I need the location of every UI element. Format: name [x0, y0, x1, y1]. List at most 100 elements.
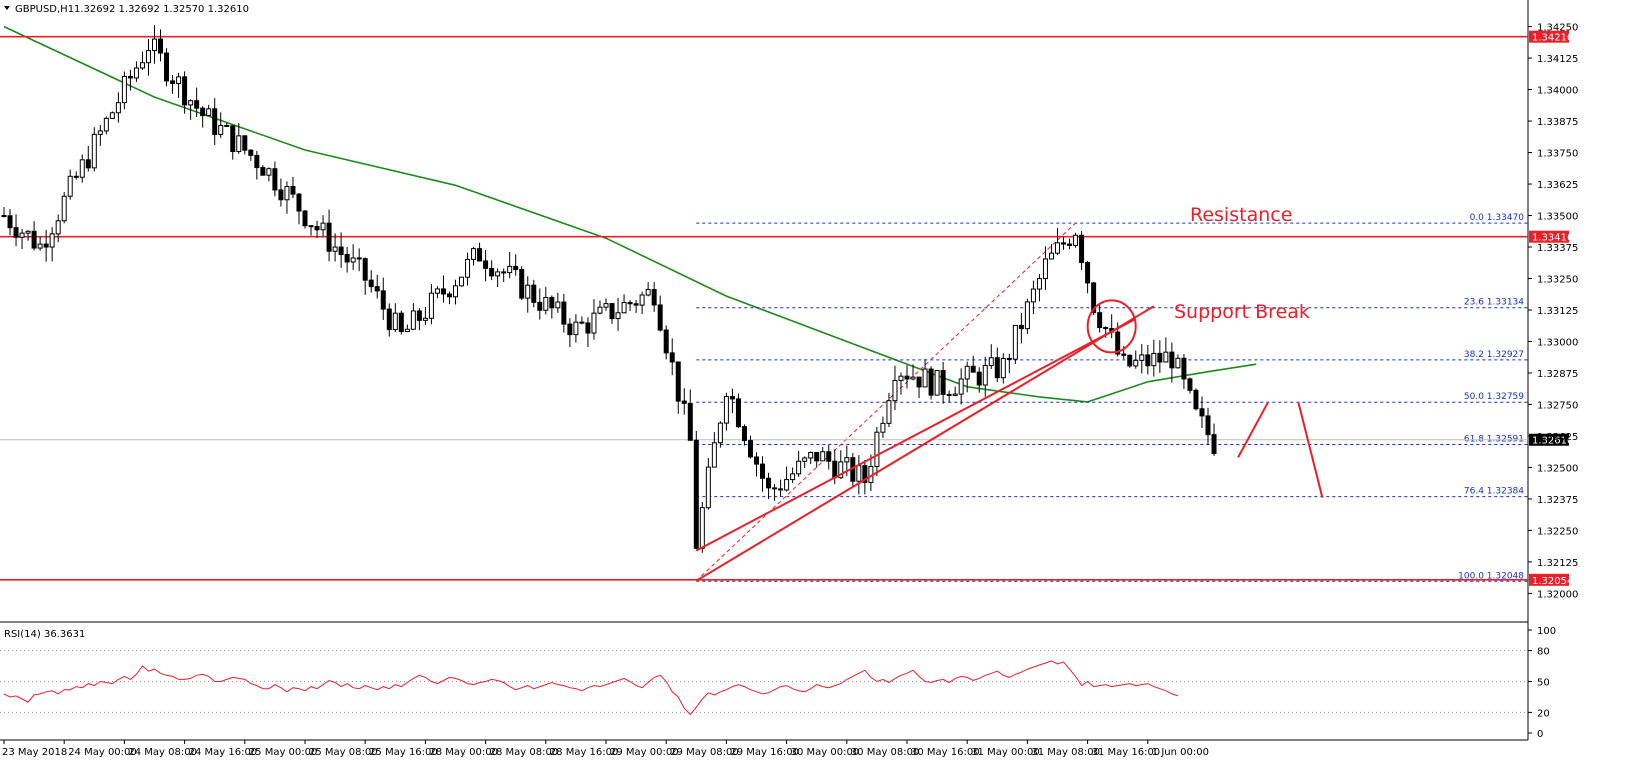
time-tick-label: 31 May 16:00: [1092, 747, 1161, 758]
candle-body: [326, 222, 332, 252]
candle-body: [495, 271, 501, 277]
support-trendline: [695, 317, 1137, 552]
candle-body: [693, 439, 699, 549]
candle-body: [1193, 389, 1199, 410]
candle-body: [681, 400, 687, 404]
price-tick-label: 1.32000: [1537, 589, 1578, 600]
candle-body: [832, 460, 838, 479]
candle-body: [663, 329, 669, 354]
candle-body: [37, 243, 43, 249]
candle-body: [290, 186, 296, 195]
candle-body: [194, 100, 200, 109]
candle-body: [344, 253, 350, 263]
candle-body: [874, 431, 880, 468]
candle-body: [31, 230, 37, 249]
candle-body: [844, 457, 850, 463]
candle-body: [555, 301, 561, 309]
price-tick-label: 1.33875: [1537, 117, 1578, 128]
candle-body: [1085, 262, 1091, 284]
candle-body: [284, 186, 290, 201]
candle-body: [802, 457, 808, 462]
candle-body: [453, 285, 458, 298]
candle-body: [410, 310, 416, 330]
candle-body: [459, 276, 465, 287]
projection-arrow-line: [1297, 401, 1324, 498]
projection-arrow-line: [1237, 401, 1270, 458]
time-tick-label: 24 May 00:00: [68, 747, 137, 758]
candle-body: [886, 400, 892, 424]
candle-body: [1211, 434, 1217, 454]
candle-body: [212, 108, 218, 135]
level-price-tag: [1529, 230, 1569, 243]
price-tick-label: 1.33500: [1537, 212, 1578, 223]
candle-body: [1042, 258, 1048, 280]
candle-body: [615, 312, 621, 320]
candle-body: [489, 267, 495, 277]
candle-body: [904, 375, 910, 380]
candle-body: [25, 230, 31, 234]
candle-body: [380, 290, 386, 310]
chart-symbol: GBPUSD,H1: [15, 4, 74, 15]
fib-level-label: 23.6 1.33134: [1464, 298, 1524, 308]
time-tick-label: 28 May 00:00: [429, 747, 498, 758]
candle-body: [1024, 301, 1030, 330]
candle-body: [717, 422, 723, 444]
level-price-tag-label: 1.32054: [1532, 576, 1573, 587]
candle-body: [1, 215, 7, 218]
current-price-tag-label: 1.32610: [1532, 436, 1573, 447]
candle-body: [242, 135, 248, 151]
candle-body: [477, 248, 483, 262]
candle-body: [446, 293, 452, 298]
candle-body: [182, 76, 188, 106]
time-tick-label: 30 May 00:00: [791, 747, 860, 758]
current-price-tag: [1529, 433, 1569, 446]
candle-body: [940, 369, 946, 395]
price-tick-label: 1.32875: [1537, 369, 1578, 380]
candle-body: [314, 226, 320, 231]
candle-body: [392, 312, 398, 331]
chart-menu-triangle-icon[interactable]: [4, 6, 10, 10]
rsi-tick-label: 100: [1537, 626, 1556, 637]
price-tick-label: 1.33125: [1537, 306, 1578, 317]
chart-ohlc: 1.32692 1.32692 1.32570 1.32610: [74, 4, 249, 15]
candle-body: [928, 368, 934, 396]
candle-body: [561, 301, 567, 325]
candle-body: [1133, 359, 1139, 367]
candle-body: [645, 289, 651, 296]
candle-body: [573, 321, 579, 336]
candle-body: [699, 507, 705, 549]
candle-body: [43, 243, 49, 248]
candle-body: [862, 465, 868, 483]
candle-body: [374, 286, 380, 292]
support-trendline: [695, 305, 1155, 582]
fib-level-label: 76.4 1.32384: [1464, 487, 1524, 497]
trendline-layer: [695, 299, 1324, 582]
candle-body: [639, 294, 645, 306]
candle-body: [176, 76, 182, 84]
candle-body: [79, 159, 85, 178]
time-tick-label: 28 May 16:00: [550, 747, 619, 758]
candle-body: [115, 102, 121, 114]
candle-body: [1000, 357, 1006, 379]
fib-level-label: 100.0 1.32048: [1458, 571, 1524, 581]
time-tick-label: 25 May 16:00: [369, 747, 438, 758]
candle-body: [946, 393, 952, 396]
candle-body: [988, 357, 994, 367]
candle-body: [627, 301, 633, 305]
candle-body: [657, 304, 663, 331]
time-tick-label: 23 May 2018: [2, 747, 67, 758]
candle-body: [597, 306, 603, 314]
candle-body: [85, 159, 91, 169]
price-tick-label: 1.32125: [1537, 558, 1578, 569]
candle-body: [1012, 324, 1018, 360]
candle-body: [687, 402, 693, 441]
candle-body: [970, 365, 976, 373]
candle-body: [188, 100, 194, 106]
candle-body: [1115, 331, 1121, 355]
candle-body: [916, 376, 922, 388]
candle-body: [856, 465, 862, 482]
candles-layer: [1, 25, 1217, 553]
candle-body: [254, 154, 260, 169]
time-tick-label: 24 May 08:00: [128, 747, 197, 758]
